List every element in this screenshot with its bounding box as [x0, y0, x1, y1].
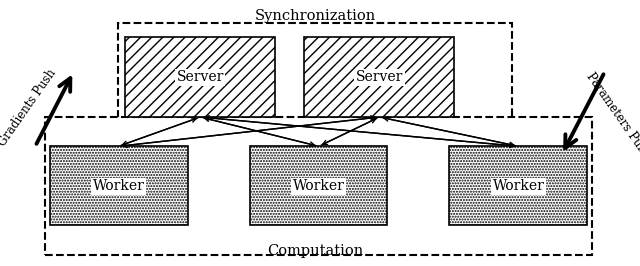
Text: Gradients Push: Gradients Push: [0, 67, 58, 149]
Text: Server: Server: [177, 70, 224, 84]
Bar: [50, 146, 188, 225]
Text: Server: Server: [356, 70, 403, 84]
Text: Parameters Pull: Parameters Pull: [583, 70, 640, 156]
Bar: [45, 117, 592, 255]
Text: Worker: Worker: [292, 179, 345, 193]
Text: Computation: Computation: [268, 244, 364, 258]
Bar: [250, 146, 387, 225]
Bar: [304, 37, 454, 117]
Text: Worker: Worker: [92, 179, 145, 193]
Text: Synchronization: Synchronization: [255, 9, 376, 23]
Text: Worker: Worker: [492, 179, 545, 193]
Bar: [118, 23, 512, 241]
Bar: [449, 146, 587, 225]
Bar: [125, 37, 275, 117]
